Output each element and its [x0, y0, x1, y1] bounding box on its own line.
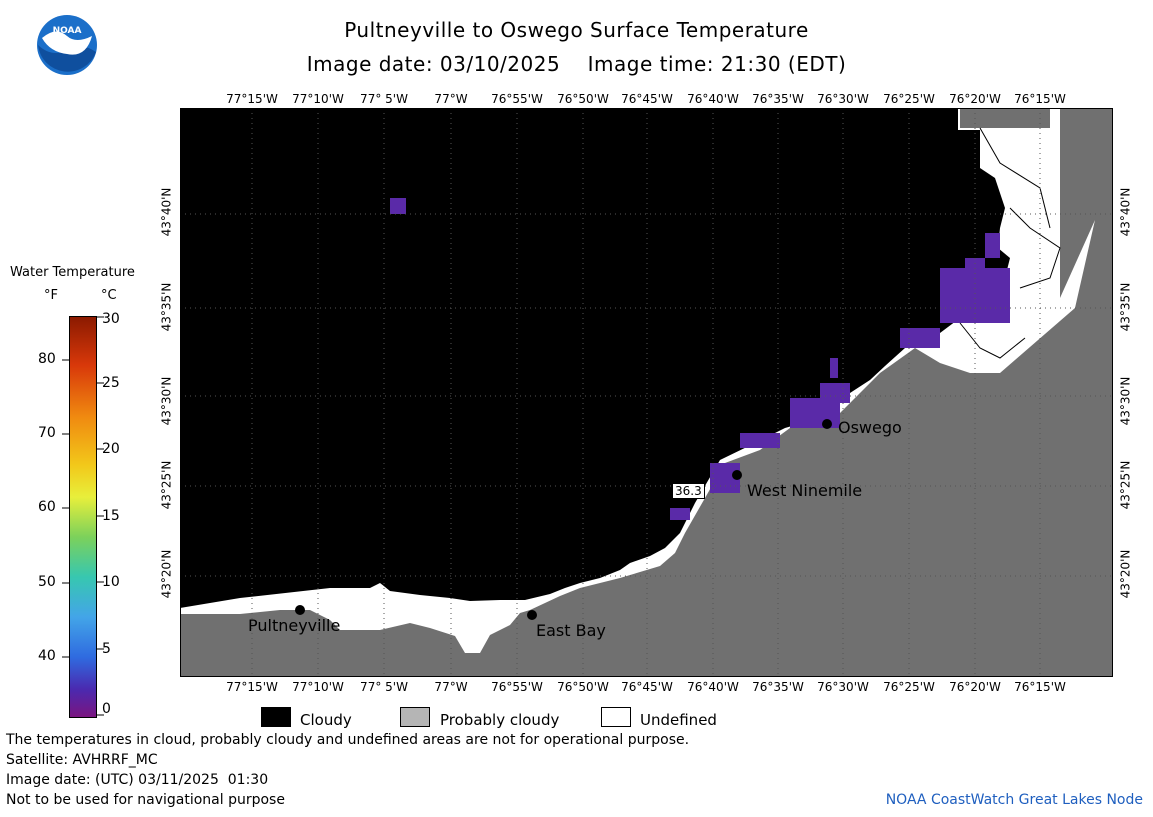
lon-label: 76°50'W	[557, 680, 609, 694]
map-subtitle: Image date: 03/10/2025 Image time: 21:30…	[306, 52, 847, 76]
city-marker-oswego	[822, 419, 832, 429]
city-label-west-ninemile: West Ninemile	[747, 481, 863, 500]
f-tick: 50	[38, 574, 56, 590]
lon-label: 76°15'W	[1014, 680, 1066, 694]
key-label-undefined: Undefined	[640, 711, 717, 729]
f-tick: 60	[38, 499, 56, 515]
lon-label: 76°45'W	[621, 680, 673, 694]
footer-satellite: Satellite: AVHRRF_MC	[6, 752, 158, 768]
city-label-pultneyville: Pultneyville	[248, 616, 341, 635]
lon-label: 77° 5'W	[360, 92, 408, 106]
city-marker-west-ninemile	[732, 470, 742, 480]
lon-label: 76°25'W	[883, 680, 935, 694]
cloudy-area	[180, 108, 1010, 608]
lon-label: 76°30'W	[817, 92, 869, 106]
lon-label: 77°15'W	[226, 92, 278, 106]
map-border	[180, 108, 1113, 677]
lon-label: 77°W	[434, 92, 468, 106]
lat-label: 43°25'N	[159, 460, 174, 510]
key-swatch-probably-cloudy	[400, 707, 430, 727]
key-swatch-cloudy	[261, 707, 291, 727]
lon-label: 76°20'W	[949, 680, 1001, 694]
legend-unit-c: °C	[101, 288, 117, 303]
noaa-logo-text: NOAA	[53, 26, 82, 36]
lon-label: 77°15'W	[226, 680, 278, 694]
lat-label: 43°35'N	[1118, 282, 1133, 332]
lon-label: 77°10'W	[292, 680, 344, 694]
city-marker-pultneyville	[295, 605, 305, 615]
c-tick: 20	[102, 441, 120, 457]
footer-image-date: Image date: (UTC) 03/11/2025 01:30	[6, 772, 269, 788]
lon-label: 76°30'W	[817, 680, 869, 694]
key-label-cloudy: Cloudy	[300, 711, 352, 729]
key-label-probably-cloudy: Probably cloudy	[440, 711, 560, 729]
c-tick: 10	[102, 574, 120, 590]
lat-label: 43°35'N	[159, 282, 174, 332]
c-tick: 15	[102, 508, 120, 524]
lat-label: 43°40'N	[1118, 187, 1133, 237]
lon-label: 76°50'W	[557, 92, 609, 106]
legend-unit-f: °F	[44, 288, 58, 303]
footer-nav-warning: Not to be used for navigational purpose	[6, 792, 285, 808]
map-panel[interactable]	[180, 108, 1113, 677]
lat-label: 43°30'N	[159, 376, 174, 426]
lon-label: 76°25'W	[883, 92, 935, 106]
key-swatch-undefined	[601, 707, 631, 727]
footer-credit[interactable]: NOAA CoastWatch Great Lakes Node	[885, 792, 1143, 808]
lon-label: 76°35'W	[752, 680, 804, 694]
lon-label: 76°40'W	[687, 680, 739, 694]
lon-label: 76°35'W	[752, 92, 804, 106]
f-tick: 80	[38, 351, 56, 367]
footer-note: The temperatures in cloud, probably clou…	[6, 732, 690, 748]
f-tick: 40	[38, 648, 56, 664]
c-tick: 30	[102, 311, 120, 327]
lat-label: 43°20'N	[159, 549, 174, 599]
lon-label: 76°20'W	[949, 92, 1001, 106]
lat-label: 43°25'N	[1118, 460, 1133, 510]
lat-label: 43°20'N	[1118, 549, 1133, 599]
map-title: Pultneyville to Oswego Surface Temperatu…	[344, 18, 809, 42]
color-scale-bar	[69, 316, 97, 718]
lon-label: 77° 5'W	[360, 680, 408, 694]
lon-label: 77°W	[434, 680, 468, 694]
c-tick: 5	[102, 641, 111, 657]
scale-ticks	[62, 316, 104, 716]
lon-label: 77°10'W	[292, 92, 344, 106]
lon-label: 76°45'W	[621, 92, 673, 106]
city-label-oswego: Oswego	[838, 418, 902, 437]
f-tick: 70	[38, 425, 56, 441]
lon-label: 76°55'W	[491, 680, 543, 694]
lon-label: 76°55'W	[491, 92, 543, 106]
lon-label: 76°15'W	[1014, 92, 1066, 106]
city-label-east-bay: East Bay	[536, 621, 606, 640]
noaa-logo-icon: NOAA	[37, 15, 97, 75]
contour-lines	[959, 127, 1061, 359]
noaa-logo: NOAA	[36, 14, 98, 76]
lat-label: 43°30'N	[1118, 376, 1133, 426]
legend-title: Water Temperature	[10, 265, 135, 280]
temperature-readout: 36.3	[672, 483, 705, 499]
c-tick: 0	[102, 701, 111, 717]
lat-label: 43°40'N	[159, 187, 174, 237]
lon-label: 76°40'W	[687, 92, 739, 106]
c-tick: 25	[102, 375, 120, 391]
city-marker-east-bay	[527, 610, 537, 620]
grid-lines	[180, 108, 1113, 677]
